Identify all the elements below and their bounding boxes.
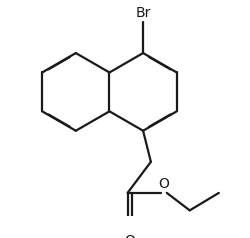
Text: Br: Br	[136, 6, 151, 20]
Text: O: O	[124, 234, 135, 238]
Text: O: O	[158, 177, 169, 191]
